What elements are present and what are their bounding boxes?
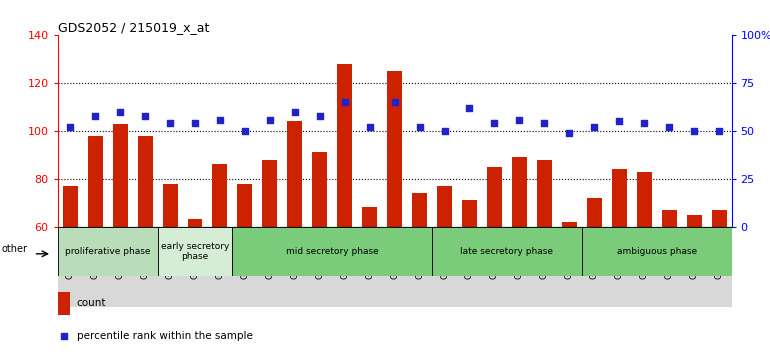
Text: count: count — [77, 298, 106, 308]
Point — [464, 105, 476, 111]
Point — [688, 128, 700, 134]
Bar — [512, 157, 527, 227]
Bar — [631, 227, 657, 307]
Point — [388, 99, 400, 105]
Point — [139, 113, 151, 119]
Bar — [283, 227, 307, 307]
Point — [289, 109, 301, 115]
Bar — [132, 227, 158, 307]
Bar — [182, 227, 207, 307]
Point — [239, 128, 251, 134]
Point — [189, 120, 201, 126]
Bar — [537, 160, 552, 227]
Bar — [637, 172, 651, 227]
Text: early secretory
phase: early secretory phase — [161, 242, 229, 261]
Text: ambiguous phase: ambiguous phase — [617, 247, 697, 256]
Bar — [233, 227, 257, 307]
Point — [713, 128, 725, 134]
Bar — [711, 210, 727, 227]
Bar — [437, 186, 452, 227]
Bar — [482, 227, 507, 307]
Point — [58, 333, 70, 339]
Point — [64, 124, 76, 130]
Bar — [158, 227, 182, 307]
Bar — [213, 164, 227, 227]
Bar — [357, 227, 382, 307]
Bar — [661, 210, 677, 227]
Bar — [332, 227, 357, 307]
Bar — [158, 227, 233, 276]
Point — [413, 124, 426, 130]
Bar — [62, 186, 78, 227]
Bar — [607, 227, 631, 307]
Point — [438, 128, 450, 134]
Bar — [582, 227, 607, 307]
Bar — [432, 227, 457, 307]
Bar — [287, 121, 303, 227]
Bar — [407, 227, 432, 307]
Point — [538, 120, 551, 126]
Text: GDS2052 / 215019_x_at: GDS2052 / 215019_x_at — [58, 21, 209, 34]
Point — [114, 109, 126, 115]
Bar — [557, 227, 582, 307]
Bar — [532, 227, 557, 307]
Bar — [507, 227, 532, 307]
Point — [563, 130, 575, 136]
Bar — [112, 124, 128, 227]
Bar — [462, 200, 477, 227]
Bar — [307, 227, 332, 307]
Point — [313, 113, 326, 119]
Point — [263, 117, 276, 122]
Bar — [657, 227, 681, 307]
Point — [613, 119, 625, 124]
Bar — [457, 227, 482, 307]
Text: late secretory phase: late secretory phase — [460, 247, 554, 256]
Point — [214, 117, 226, 122]
Text: proliferative phase: proliferative phase — [65, 247, 150, 256]
Bar — [82, 227, 108, 307]
Bar — [681, 227, 707, 307]
Bar — [162, 183, 178, 227]
Bar — [58, 227, 158, 276]
Point — [164, 120, 176, 126]
Point — [663, 124, 675, 130]
Point — [363, 124, 376, 130]
Point — [89, 113, 102, 119]
Bar — [611, 169, 627, 227]
Bar — [587, 198, 601, 227]
Bar — [207, 227, 233, 307]
Bar — [562, 222, 577, 227]
Point — [588, 124, 601, 130]
Bar — [313, 153, 327, 227]
Bar — [263, 160, 277, 227]
Point — [339, 99, 351, 105]
Bar — [188, 219, 203, 227]
Bar — [337, 64, 352, 227]
Bar — [237, 183, 253, 227]
Bar — [582, 227, 732, 276]
Bar — [58, 292, 70, 315]
Bar — [58, 227, 82, 307]
Text: mid secretory phase: mid secretory phase — [286, 247, 379, 256]
Point — [488, 120, 500, 126]
Bar — [362, 207, 377, 227]
Bar — [432, 227, 582, 276]
Bar — [412, 193, 427, 227]
Bar — [382, 227, 407, 307]
Bar — [233, 227, 432, 276]
Bar — [687, 215, 701, 227]
Bar — [257, 227, 283, 307]
Point — [638, 120, 651, 126]
Text: percentile rank within the sample: percentile rank within the sample — [77, 331, 253, 341]
Bar — [138, 136, 152, 227]
Bar — [88, 136, 102, 227]
Text: other: other — [2, 244, 28, 254]
Bar — [707, 227, 732, 307]
Point — [514, 117, 526, 122]
Bar — [487, 167, 502, 227]
Bar — [387, 71, 402, 227]
Bar — [108, 227, 132, 307]
